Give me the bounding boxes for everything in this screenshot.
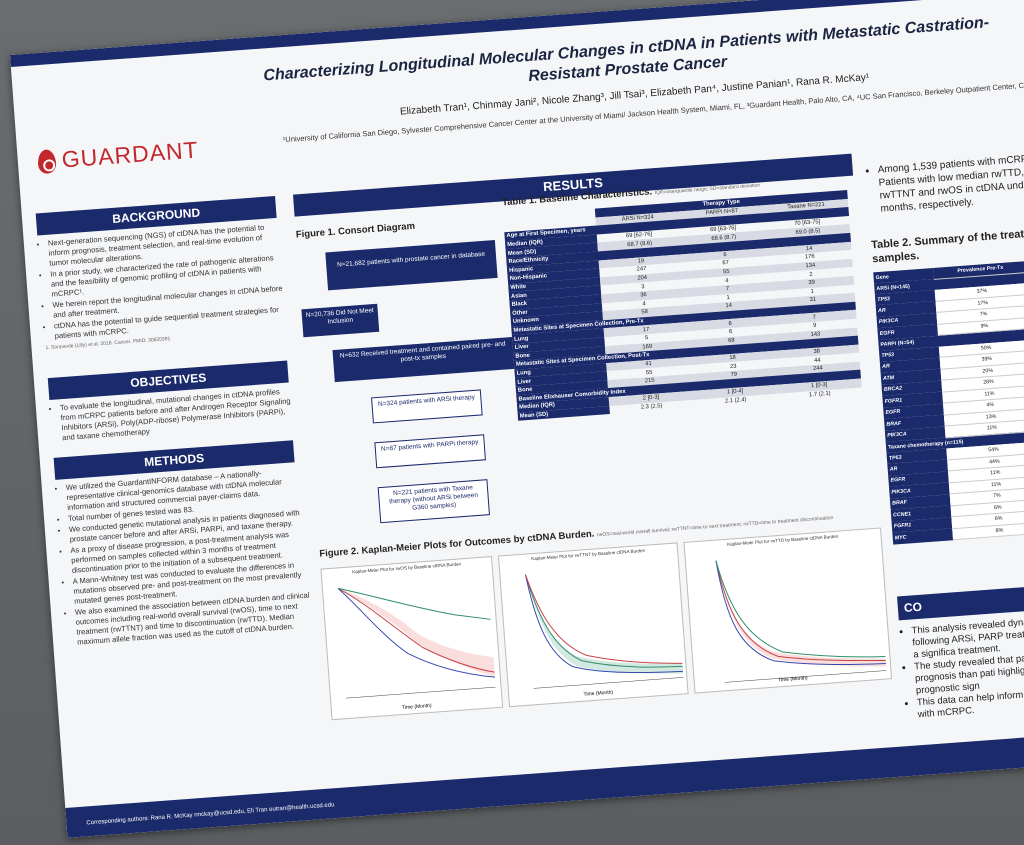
table2-body: ARSi (N=145) TP53 37% AR 17% PIK3CA 7% EGFR 9% PA…	[874, 272, 1024, 545]
consort-box-taxane: N=221 patients with Taxane therapy (with…	[377, 479, 490, 524]
km-curves	[715, 560, 887, 683]
consort-box-included: N=632 Received treatment and contained p…	[332, 336, 515, 383]
consort-box-parpi: N=87 patients with PARPi therapy	[374, 434, 486, 469]
methods-text: We utilized the GuardantINFORM database …	[56, 466, 312, 649]
table1-note: IQR=interquartile range; SD=standard dev…	[654, 182, 761, 197]
km-plot-rwttnt: Kaplan-Meier Plot for rwTTNT by Baseline…	[497, 542, 689, 708]
km-curves	[524, 574, 684, 689]
guardant-logo: GUARDANT	[37, 136, 200, 175]
table2: Gene Prevalence Pre-Tx ARSi (N=145) TP53 3…	[873, 261, 1024, 545]
km-plot-rwos: Kaplan-Meier Plot for rwOS by Baseline c…	[320, 556, 504, 721]
consort-box-excluded: N=20,736 Did Not Meet Inclusion	[301, 303, 380, 338]
figure1-caption: Figure 1. Consort Diagram	[295, 220, 416, 241]
logo-text: GUARDANT	[60, 136, 200, 173]
table1-body: Age at First Specimen, years Median (IQR)…	[504, 207, 862, 422]
km-curves	[337, 587, 496, 699]
conclusions-text: This analysis revealed dynam mCRPC follo…	[899, 612, 1024, 722]
table1: Therapy Type ARSi N=324 PARPi N=87 Taxan…	[503, 190, 862, 422]
poster: GUARDANT Characterizing Longitudinal Mol…	[10, 0, 1024, 838]
table2-caption: Table 2. Summary of the treatment (tx) s…	[870, 225, 1024, 266]
logo-drop-icon	[37, 148, 57, 174]
conclusions-heading: CO	[897, 581, 1024, 621]
consort-box-total: N=21,682 patients with prostate cancer i…	[325, 239, 498, 291]
km-plot-rwttd: Kaplan-Meier Plot for rwTTD by Baseline …	[683, 527, 893, 694]
consort-box-arsi: N=324 patients with ARSi therapy	[371, 389, 483, 424]
background-text: Next-generation sequencing (NGS) of ctDN…	[38, 222, 291, 354]
right-summary: Among 1,539 patients with mCRPC, Patient…	[865, 150, 1024, 216]
list-item: Among 1,539 patients with mCRPC, Patient…	[877, 150, 1024, 215]
